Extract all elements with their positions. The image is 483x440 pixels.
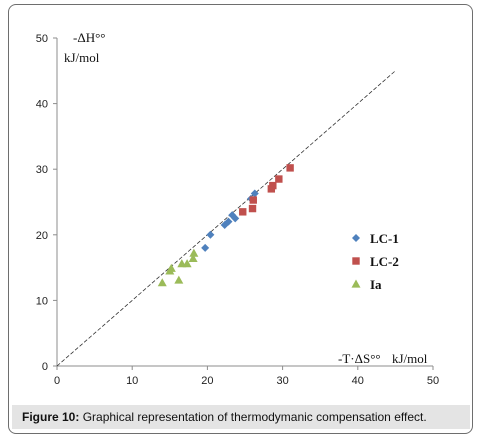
data-point-ia — [189, 248, 199, 257]
reference-line-group — [56, 70, 396, 367]
legend: LC-1 LC-2 Ia — [351, 231, 399, 292]
data-point-lc-1 — [231, 214, 240, 223]
data-point-ia — [188, 253, 198, 263]
data-point-lc-1 — [206, 230, 215, 239]
y-tick-label: 0 — [42, 361, 48, 373]
legend-label-ia: Ia — [370, 277, 382, 292]
x-axis-title: -T·ΔS°° — [338, 351, 381, 366]
data-point-lc-2 — [249, 196, 257, 204]
data-point-lc-1 — [201, 243, 210, 252]
figure-frame — [8, 4, 473, 434]
data-point-lc-2 — [275, 175, 283, 183]
y-tick-label: 40 — [36, 99, 48, 111]
data-point-ia — [166, 263, 176, 272]
axes: 0 10 20 30 40 50 0 10 20 30 40 50 — [36, 33, 439, 387]
x-tick-label: 40 — [352, 375, 364, 387]
y-tick-label: 50 — [36, 33, 48, 45]
data-point-lc-1 — [250, 189, 259, 198]
y-tick-label: 20 — [36, 230, 48, 242]
legend-marker-ia — [351, 279, 361, 288]
y-tick-label: 30 — [36, 164, 48, 176]
legend-label-lc-1: LC-1 — [370, 231, 399, 246]
y-axis-unit: kJ/mol — [64, 50, 100, 65]
data-point-lc-2 — [286, 164, 294, 172]
figure-caption: Figure 10: Graphical representation of t… — [12, 405, 470, 429]
y-tick-label: 10 — [36, 295, 48, 307]
x-tick-label: 50 — [427, 375, 439, 387]
data-point-ia — [157, 278, 167, 287]
data-point-ia — [182, 259, 192, 268]
x-axis-unit: kJ/mol — [392, 351, 428, 366]
data-point-lc-2 — [248, 204, 257, 213]
data-point-lc-1 — [224, 217, 233, 226]
reference-line — [56, 70, 396, 367]
y-axis-title: -ΔH°° — [73, 30, 105, 45]
data-point-ia — [174, 275, 184, 284]
x-tick-label: 30 — [276, 375, 288, 387]
x-tick-label: 10 — [126, 375, 138, 387]
x-tick-label: 20 — [201, 375, 213, 387]
caption-text: Graphical representation of thermodymani… — [79, 410, 427, 424]
data-point-lc-2 — [239, 208, 247, 216]
data-points — [157, 164, 294, 287]
x-tick-label: 0 — [54, 375, 60, 387]
data-point-lc-2 — [269, 181, 277, 190]
legend-marker-lc-1 — [352, 234, 360, 242]
legend-marker-lc-2 — [352, 257, 360, 265]
caption-label: Figure 10: — [22, 410, 80, 424]
legend-label-lc-2: LC-2 — [370, 254, 399, 269]
